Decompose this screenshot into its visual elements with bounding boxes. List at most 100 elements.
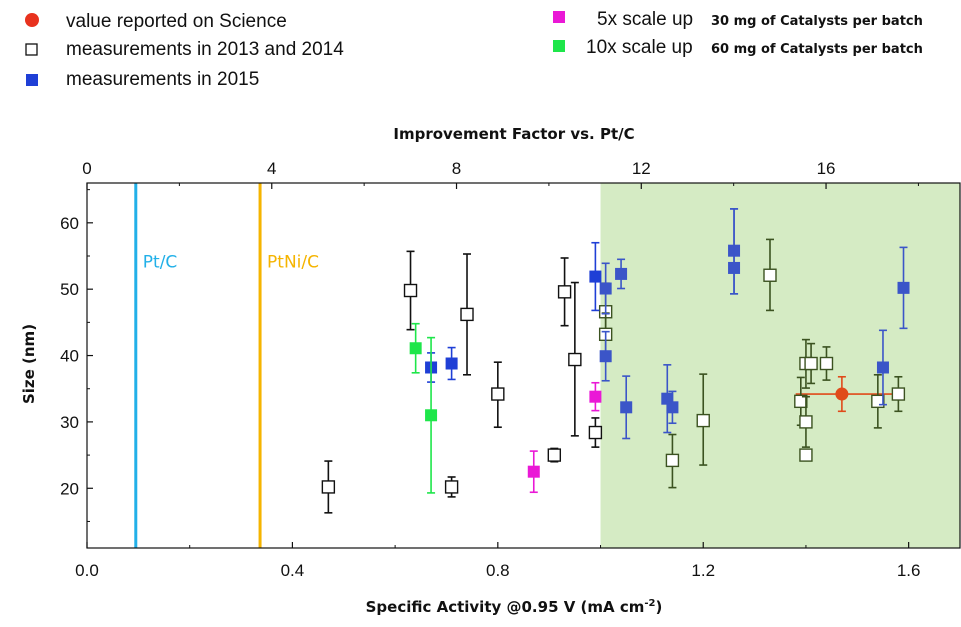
marker-filled-square (620, 401, 633, 414)
data-point (871, 373, 885, 429)
marker-filled-square (527, 465, 540, 478)
marker-filled-square (728, 261, 741, 274)
marker-open-square (557, 285, 572, 299)
legend-marker-science (25, 13, 39, 27)
marker-open-square (491, 387, 505, 401)
data-point (460, 253, 474, 376)
marker-filled-square (599, 282, 612, 295)
y-tick-label: 60 (60, 214, 79, 233)
reference-line-label: Pt/C (143, 252, 178, 272)
data-point (445, 346, 458, 381)
marker-filled-square (425, 409, 438, 422)
data-point (799, 448, 813, 462)
marker-open-square (665, 453, 680, 468)
data-point (444, 476, 459, 498)
marker-filled-square (615, 267, 628, 280)
data-point (897, 246, 910, 330)
data-point (557, 257, 572, 327)
x-axis-title: Specific Activity @0.95 V (mA cm-2) (366, 598, 663, 616)
marker-open-square (588, 425, 603, 440)
data-point (599, 262, 612, 315)
marker-circle (835, 387, 849, 401)
y-tick-label: 40 (60, 347, 79, 366)
legend-note-10x: 60 mg of Catalysts per batch (711, 42, 923, 57)
marker-open-square (891, 387, 906, 401)
top-x-tick-label: 8 (452, 159, 461, 178)
data-point (728, 208, 741, 295)
plot-area: Pt/C PtNi/C 0.0 0.4 0.8 1.2 1.6 0 4 8 12 16 20 30 40 50… (60, 159, 961, 580)
data-point (819, 346, 834, 381)
marker-filled-square (445, 357, 458, 370)
data-point (403, 250, 418, 331)
data-point (547, 447, 562, 463)
y-tick-label: 30 (60, 413, 79, 432)
data-point (491, 361, 505, 429)
legend-note-5x: 30 mg of Catalysts per batch (711, 14, 923, 29)
marker-open-square (460, 307, 474, 322)
marker-open-square (794, 394, 808, 409)
data-point (696, 373, 710, 466)
data-point (799, 395, 813, 448)
top-x-tick-label: 0 (82, 159, 91, 178)
data-point (666, 390, 679, 425)
top-x-tick-label: 12 (632, 159, 651, 178)
data-point (321, 460, 336, 514)
x-tick-label: 1.2 (691, 561, 715, 580)
data-point (588, 417, 603, 448)
marker-open-square (547, 448, 562, 462)
marker-open-square (819, 356, 834, 371)
data-point (589, 381, 602, 412)
legend-label-10x: 10x scale up (586, 37, 693, 58)
marker-open-square (568, 352, 582, 367)
marker-filled-square (589, 390, 602, 403)
marker-open-square (763, 268, 777, 282)
x-tick-label: 0.4 (281, 561, 305, 580)
x-tick-label: 1.6 (897, 561, 921, 580)
data-point (661, 364, 674, 434)
legend: value reported on Science measurements i… (25, 9, 923, 90)
marker-open-square (321, 480, 336, 494)
marker-open-square (696, 413, 710, 428)
x-tick-label: 0.8 (486, 561, 510, 580)
y-axis-title: Size (nm) (20, 324, 38, 404)
plot-frame (86, 182, 961, 549)
marker-open-square (403, 283, 418, 298)
data-point (589, 241, 602, 312)
legend-marker-2013 (25, 43, 38, 56)
data-point (425, 336, 438, 494)
x-tick-label: 0.0 (75, 561, 99, 580)
data-point (527, 450, 540, 494)
legend-marker-2015 (26, 74, 38, 86)
data-point (804, 342, 818, 385)
marker-filled-square (897, 281, 910, 294)
top-x-tick-label: 4 (267, 159, 276, 178)
marker-filled-square (409, 342, 422, 355)
shaded-region (600, 183, 960, 548)
data-point (620, 375, 633, 440)
marker-filled-square (666, 401, 679, 414)
legend-label-2013: measurements in 2013 and 2014 (66, 39, 344, 60)
data-point (891, 375, 906, 413)
marker-open-square (871, 394, 885, 409)
legend-label-2015: measurements in 2015 (66, 69, 259, 90)
reference-line-label: PtNi/C (267, 252, 319, 272)
legend-label-science: value reported on Science (66, 11, 287, 32)
data-point (763, 238, 777, 312)
top-x-tick-label: 16 (817, 159, 836, 178)
y-tick-label: 20 (60, 479, 79, 498)
data-point (568, 281, 582, 437)
legend-marker-5x (553, 11, 565, 23)
marker-open-square (804, 356, 818, 371)
data-point (599, 330, 612, 382)
data-point (665, 433, 680, 489)
legend-label-5x: 5x scale up (597, 9, 693, 30)
marker-open-square (799, 448, 813, 462)
top-axis-title: Improvement Factor vs. Pt/C (393, 125, 634, 143)
data-point (409, 322, 422, 374)
marker-open-square (444, 480, 459, 494)
legend-marker-10x (553, 40, 565, 52)
marker-filled-square (876, 361, 889, 374)
data-point (615, 258, 628, 290)
marker-filled-square (599, 350, 612, 363)
